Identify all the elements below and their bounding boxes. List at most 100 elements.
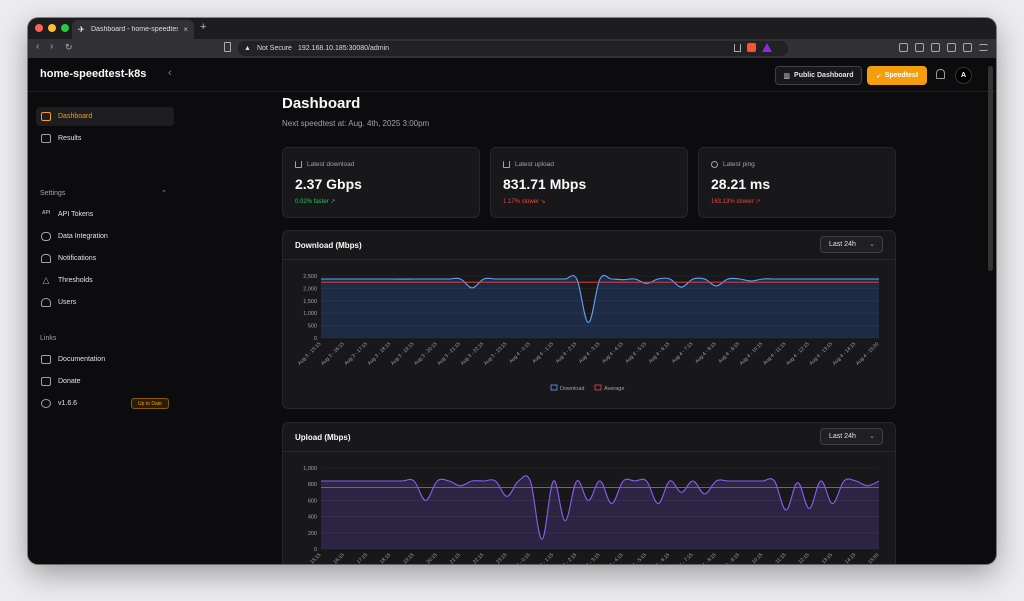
download-icon bbox=[295, 161, 302, 168]
x-tick-label: Aug 4 - 5:15 bbox=[624, 552, 648, 564]
version-status-badge: Up to Date bbox=[131, 398, 169, 409]
browser-tab[interactable]: ✈ Dashboard - home-speedtest × bbox=[72, 20, 194, 39]
vpn-icon[interactable] bbox=[963, 43, 972, 52]
range-select-value: Last 24h bbox=[829, 433, 856, 440]
wallet-icon[interactable] bbox=[931, 43, 940, 52]
sidebar-item-github[interactable]: v1.6.6 bbox=[36, 394, 174, 413]
stat-value: 831.71 Mbps bbox=[503, 176, 587, 192]
y-tick-label: 2,500 bbox=[303, 274, 317, 280]
app-header: home-speedtest-k8s ‹ ▥ Public Dashboard … bbox=[28, 58, 996, 271]
maximize-window-button[interactable] bbox=[61, 24, 69, 32]
bookmark-icon[interactable] bbox=[224, 42, 231, 52]
chart-bar-icon: ▥ bbox=[783, 72, 791, 80]
forward-icon[interactable]: › bbox=[50, 41, 54, 52]
sidebar-item-thresholds[interactable]: △ Thresholds bbox=[36, 271, 174, 290]
page-title: Dashboard bbox=[282, 95, 361, 112]
close-tab-icon[interactable]: × bbox=[183, 25, 188, 34]
close-window-button[interactable] bbox=[35, 24, 43, 32]
series-line-download bbox=[320, 274, 879, 324]
stat-card-upload: Latest upload 831.71 Mbps 1.17% slower ↘ bbox=[490, 147, 688, 218]
page-scrollbar[interactable] bbox=[988, 66, 993, 271]
sidebar-item-donate[interactable]: Donate bbox=[36, 372, 174, 391]
stat-label-text: Latest upload bbox=[515, 161, 555, 168]
settings-group-label: Settings bbox=[40, 190, 66, 197]
database-icon bbox=[41, 232, 51, 241]
series-area-download bbox=[321, 275, 879, 338]
brand-title: home-speedtest-k8s bbox=[40, 68, 147, 80]
upload-icon bbox=[503, 161, 510, 168]
sidebar-item-data-integration[interactable]: Data Integration bbox=[36, 227, 174, 246]
x-tick-label: Aug 4 - 13:15 bbox=[808, 341, 834, 367]
x-tick-label: Aug 3 - 18:15 bbox=[367, 552, 393, 564]
chevron-down-icon: ⌄ bbox=[869, 241, 875, 248]
download-range-select[interactable]: Last 24h ⌄ bbox=[820, 236, 883, 253]
sidebar-item-label: Data Integration bbox=[58, 233, 108, 240]
back-icon[interactable]: ‹ bbox=[36, 41, 40, 52]
minimize-window-button[interactable] bbox=[48, 24, 56, 32]
chevron-down-icon: ⌄ bbox=[869, 433, 875, 440]
y-tick-label: 500 bbox=[308, 324, 317, 330]
stat-label-text: Latest download bbox=[307, 161, 355, 168]
x-tick-label: Aug 4 - 4:15 bbox=[601, 341, 625, 365]
stat-label: Latest download bbox=[295, 161, 354, 168]
x-tick-label: Aug 4 - 5:15 bbox=[624, 341, 648, 365]
notifications-bell-icon[interactable] bbox=[936, 69, 945, 79]
share-icon[interactable] bbox=[734, 43, 741, 52]
x-tick-label: Aug 3 - 17:15 bbox=[343, 341, 369, 367]
x-tick-label: Aug 3 - 20:15 bbox=[413, 552, 439, 564]
brave-shields-icon[interactable] bbox=[747, 43, 756, 52]
stat-value: 2.37 Gbps bbox=[295, 176, 362, 192]
series-area-upload bbox=[321, 475, 879, 549]
sidebar-item-api-tokens[interactable]: API API Tokens bbox=[36, 205, 174, 224]
sidebar-item-label: Users bbox=[58, 299, 77, 306]
traffic-lights bbox=[35, 24, 69, 32]
menu-icon[interactable] bbox=[979, 44, 988, 51]
users-icon bbox=[41, 298, 51, 307]
public-dashboard-label: Public Dashboard bbox=[794, 72, 854, 79]
y-tick-label: 200 bbox=[308, 531, 317, 537]
public-dashboard-button[interactable]: ▥ Public Dashboard bbox=[775, 66, 862, 85]
stat-card-ping: Latest ping 28.21 ms 163.13% slower ↗ bbox=[698, 147, 896, 218]
sidebar-item-label: Documentation bbox=[58, 356, 106, 363]
sidebar-item-notifications[interactable]: Notifications bbox=[36, 249, 174, 268]
x-tick-label: Aug 3 - 20:15 bbox=[413, 341, 439, 367]
rocket-icon: ✈ bbox=[78, 24, 85, 34]
stat-change: 1.17% slower ↘ bbox=[503, 199, 546, 205]
sidebar-item-documentation[interactable]: Documentation bbox=[36, 350, 174, 369]
x-tick-label: Aug 4 - 11:15 bbox=[762, 341, 787, 366]
reader-icon[interactable] bbox=[899, 43, 908, 52]
speedtest-button[interactable]: ➶ Speedtest bbox=[867, 66, 927, 85]
sidebar-item-label: Dashboard bbox=[58, 113, 93, 120]
sidebar-item-dashboard[interactable]: Dashboard bbox=[36, 107, 174, 126]
upload-range-select[interactable]: Last 24h ⌄ bbox=[820, 428, 883, 445]
browser-toolbar: ‹ › ↻ ▲ Not Secure 192.168.10.185:30080/… bbox=[28, 39, 996, 58]
bell-icon bbox=[41, 254, 51, 263]
brave-rewards-icon[interactable] bbox=[762, 43, 772, 52]
x-tick-label: Aug 3 - 23:15 bbox=[483, 552, 509, 564]
new-tab-button[interactable]: + bbox=[200, 21, 207, 33]
chevron-up-icon[interactable]: ⌃ bbox=[161, 190, 167, 197]
collapse-sidebar-icon[interactable]: ‹ bbox=[168, 67, 172, 79]
x-tick-label: Aug 4 - 15:00 bbox=[855, 341, 881, 367]
x-tick-label: Aug 4 - 15:00 bbox=[855, 552, 881, 564]
book-icon bbox=[41, 355, 51, 364]
x-tick-label: Aug 4 - 2:15 bbox=[555, 341, 579, 365]
sidebar-item-results[interactable]: Results bbox=[36, 129, 174, 148]
reload-icon[interactable]: ↻ bbox=[65, 42, 73, 52]
sidebar-toggle-icon[interactable] bbox=[915, 43, 924, 52]
address-bar[interactable]: ▲ Not Secure 192.168.10.185:30080/admin bbox=[238, 41, 788, 56]
extensions-icon[interactable] bbox=[947, 43, 956, 52]
y-tick-label: 2,000 bbox=[303, 286, 317, 292]
x-tick-label: Aug 3 - 22:15 bbox=[460, 341, 486, 367]
avatar[interactable]: A bbox=[955, 67, 972, 84]
download-chart-panel: Download (Mbps) Last 24h ⌄ 0 500 1,000 1,50… bbox=[282, 230, 896, 409]
sidebar-item-users[interactable]: Users bbox=[36, 293, 174, 312]
x-tick-label: Aug 4 - 10:15 bbox=[739, 552, 765, 564]
x-tick-label: Aug 4 - 14:15 bbox=[832, 341, 858, 367]
x-tick-label: Aug 4 - 1:15 bbox=[531, 552, 555, 564]
x-tick-label: Aug 4 - 6:15 bbox=[648, 341, 672, 365]
x-tick-label: Aug 3 - 17:15 bbox=[343, 552, 369, 564]
warning-icon: △ bbox=[42, 275, 50, 285]
